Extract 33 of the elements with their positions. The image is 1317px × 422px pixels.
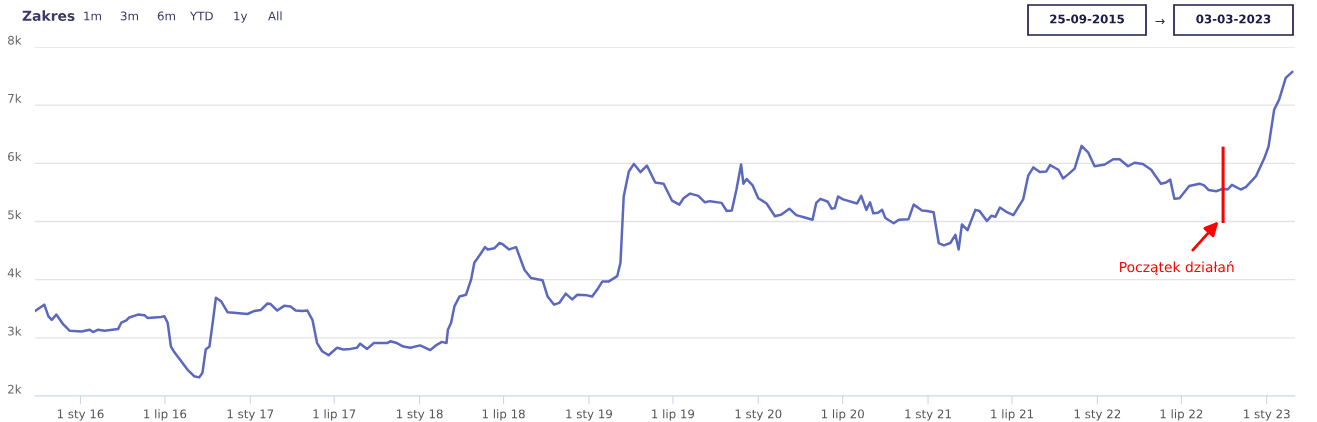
x-tick-label: 1 sty 19 xyxy=(566,409,612,421)
text: 1y xyxy=(234,11,248,23)
y-tick-label: 7k xyxy=(8,93,22,103)
x-tick-label: 1 lip 17 xyxy=(313,409,356,421)
x-tick-label: 1 lip 16 xyxy=(144,409,187,421)
x-tick-label: 1 sty 22 xyxy=(1074,409,1121,421)
text: YTD xyxy=(189,11,213,21)
y-tick-label: 3k xyxy=(8,326,22,336)
text: Zakres xyxy=(22,10,75,22)
x-tick-label: 1 lip 19 xyxy=(652,409,695,421)
x-tick-label: 1 lip 20 xyxy=(821,409,864,421)
x-tick-label: 1 lip 22 xyxy=(1160,409,1203,421)
x-tick-label: 1 lip 21 xyxy=(991,409,1033,421)
y-tick-label: 6k xyxy=(8,151,22,162)
x-tick-label: 1 sty 16 xyxy=(57,409,104,421)
x-tick-label: 1 sty 23 xyxy=(1244,409,1290,421)
text: → xyxy=(1155,18,1165,25)
x-tick-label: 1 sty 17 xyxy=(227,409,274,421)
annotation: Początek działań xyxy=(1120,260,1234,275)
text: 03-03-2023 xyxy=(1196,14,1271,24)
y-tick-label: 2k xyxy=(8,384,22,394)
text: 3m xyxy=(120,11,139,21)
text: 25-09-2015 xyxy=(1050,14,1124,24)
text: 1m xyxy=(84,11,102,21)
y-tick-label: 4k xyxy=(7,268,22,278)
y-tick-label: 5k xyxy=(8,210,22,220)
x-tick-label: 1 sty 20 xyxy=(735,409,782,421)
x-tick-label: 1 lip 18 xyxy=(482,409,525,421)
x-tick-label: 1 sty 18 xyxy=(396,409,443,421)
text: 6m xyxy=(157,11,176,21)
text: All xyxy=(268,11,282,21)
y-tick-label: 8k xyxy=(8,35,22,45)
x-tick-label: 1 sty 21 xyxy=(905,409,951,421)
